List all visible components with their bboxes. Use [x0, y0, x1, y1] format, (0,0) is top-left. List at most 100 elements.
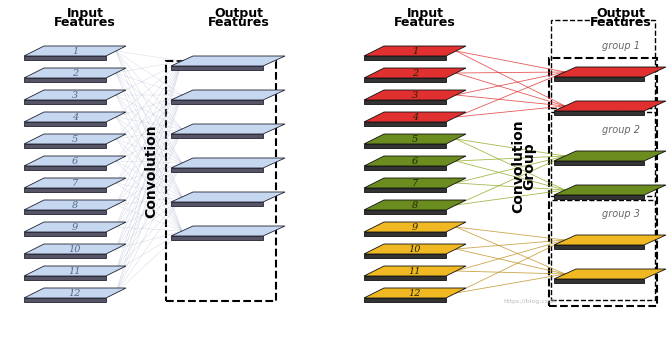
Polygon shape — [24, 222, 126, 232]
Text: 4: 4 — [72, 112, 78, 121]
Text: 2: 2 — [72, 68, 78, 78]
Text: Input: Input — [67, 6, 104, 20]
Polygon shape — [24, 288, 126, 298]
Polygon shape — [171, 90, 285, 100]
Polygon shape — [171, 236, 263, 240]
Text: Features: Features — [208, 16, 270, 30]
Polygon shape — [554, 101, 666, 111]
Polygon shape — [364, 144, 446, 148]
Text: 11: 11 — [69, 267, 81, 276]
Text: Convolution: Convolution — [144, 124, 158, 218]
Polygon shape — [364, 288, 466, 298]
Text: 12: 12 — [409, 288, 422, 298]
Polygon shape — [554, 111, 644, 115]
Polygon shape — [364, 166, 446, 170]
Text: https://blog.csdn: https://blog.csdn — [504, 298, 556, 304]
Text: Convolution: Convolution — [512, 119, 526, 213]
Polygon shape — [364, 222, 466, 232]
Polygon shape — [24, 100, 106, 104]
Text: 9: 9 — [412, 222, 418, 231]
Text: Features: Features — [394, 16, 456, 30]
Polygon shape — [554, 235, 666, 245]
Text: group 3: group 3 — [602, 209, 640, 219]
Polygon shape — [364, 68, 466, 78]
Polygon shape — [554, 245, 644, 249]
Polygon shape — [24, 244, 126, 254]
Bar — [551, 20, 655, 108]
Polygon shape — [554, 77, 644, 81]
Bar — [166, 61, 276, 301]
Polygon shape — [364, 210, 446, 214]
Polygon shape — [554, 269, 666, 279]
Polygon shape — [554, 67, 666, 77]
Text: 5: 5 — [412, 135, 418, 143]
Polygon shape — [171, 100, 263, 104]
Polygon shape — [24, 68, 126, 78]
Polygon shape — [554, 185, 666, 195]
Text: Input: Input — [407, 6, 444, 20]
Polygon shape — [24, 78, 106, 82]
Text: 1: 1 — [72, 47, 78, 56]
Text: 12: 12 — [69, 288, 81, 298]
Polygon shape — [364, 56, 446, 60]
Polygon shape — [364, 122, 446, 126]
Text: 1: 1 — [412, 47, 418, 56]
Text: 6: 6 — [412, 157, 418, 166]
Polygon shape — [24, 134, 126, 144]
Polygon shape — [364, 266, 466, 276]
Polygon shape — [554, 279, 644, 283]
Polygon shape — [24, 254, 106, 258]
Polygon shape — [171, 56, 285, 66]
Polygon shape — [364, 298, 446, 302]
Text: group 1: group 1 — [602, 41, 640, 51]
Polygon shape — [171, 192, 285, 202]
Polygon shape — [24, 276, 106, 280]
Text: Output: Output — [214, 6, 263, 20]
Polygon shape — [171, 226, 285, 236]
Polygon shape — [24, 210, 106, 214]
Bar — [549, 58, 657, 306]
Polygon shape — [364, 244, 466, 254]
Polygon shape — [24, 298, 106, 302]
Polygon shape — [24, 232, 106, 236]
Polygon shape — [554, 161, 644, 165]
Polygon shape — [24, 166, 106, 170]
Polygon shape — [364, 46, 466, 56]
Polygon shape — [364, 276, 446, 280]
Polygon shape — [364, 100, 446, 104]
Text: 10: 10 — [69, 245, 81, 253]
Text: 10: 10 — [409, 245, 422, 253]
Text: 5: 5 — [72, 135, 78, 143]
Polygon shape — [24, 266, 126, 276]
Polygon shape — [24, 188, 106, 192]
Polygon shape — [24, 178, 126, 188]
Polygon shape — [364, 188, 446, 192]
Polygon shape — [364, 232, 446, 236]
Polygon shape — [24, 46, 126, 56]
Polygon shape — [171, 124, 285, 134]
Polygon shape — [364, 254, 446, 258]
Polygon shape — [171, 134, 263, 138]
Text: 11: 11 — [409, 267, 422, 276]
Polygon shape — [24, 112, 126, 122]
Polygon shape — [364, 156, 466, 166]
Polygon shape — [24, 144, 106, 148]
Bar — [551, 200, 655, 300]
Polygon shape — [364, 90, 466, 100]
Polygon shape — [24, 56, 106, 60]
Text: 4: 4 — [412, 112, 418, 121]
Text: 3: 3 — [412, 90, 418, 99]
Polygon shape — [364, 200, 466, 210]
Text: 9: 9 — [72, 222, 78, 231]
Text: 8: 8 — [412, 200, 418, 209]
Text: 7: 7 — [72, 178, 78, 188]
Polygon shape — [364, 112, 466, 122]
Text: 2: 2 — [412, 68, 418, 78]
Text: group 2: group 2 — [602, 125, 640, 135]
Text: 8: 8 — [72, 200, 78, 209]
Polygon shape — [554, 151, 666, 161]
Text: Features: Features — [54, 16, 116, 30]
Text: Features: Features — [590, 16, 652, 30]
Polygon shape — [171, 66, 263, 70]
Text: Output: Output — [597, 6, 645, 20]
